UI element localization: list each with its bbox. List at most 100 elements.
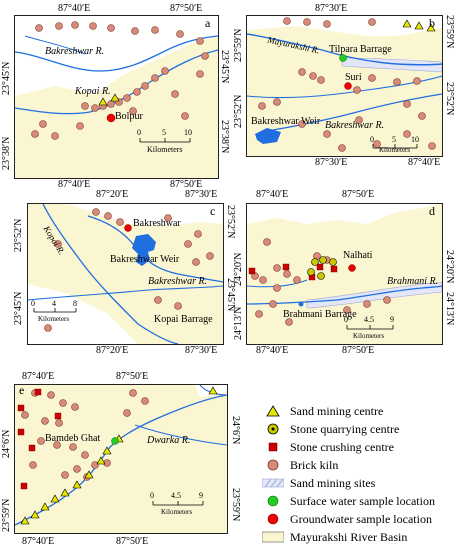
place-label: Kopai Barrage bbox=[154, 314, 213, 325]
scale-number: 10 bbox=[184, 128, 192, 137]
place-label: Nalhati bbox=[343, 250, 373, 261]
surface-water-sample bbox=[111, 437, 119, 445]
scale-bar bbox=[33, 308, 77, 313]
scale-number: 0 bbox=[137, 128, 141, 137]
circle-dot-icon bbox=[262, 422, 284, 436]
scale-unit: Kilometers bbox=[161, 508, 193, 516]
tick-right: 23°45′N bbox=[219, 50, 230, 84]
map-d-canvas bbox=[247, 204, 442, 344]
tick-left: 23°59′N bbox=[233, 28, 244, 62]
panel-letter: e bbox=[19, 384, 25, 397]
place-label: Bakreshwar R. bbox=[325, 120, 385, 131]
tick-top: 87°40′E bbox=[22, 371, 55, 382]
sand-mining-centres bbox=[402, 19, 436, 32]
tick-top: 87°30′E bbox=[185, 189, 218, 200]
scale-unit: Kilometers bbox=[379, 146, 411, 154]
scale-number: 9 bbox=[390, 315, 394, 324]
brick-kilns bbox=[258, 17, 436, 152]
legend-label: Sand mining centre bbox=[290, 404, 384, 418]
tick-right: 23°38′N bbox=[219, 120, 230, 154]
square-icon bbox=[262, 440, 284, 454]
tick-bottom: 87°20′E bbox=[96, 345, 129, 356]
groundwater-sample bbox=[344, 82, 352, 90]
tick-top: 87°50′E bbox=[170, 3, 203, 14]
river-bakreshwar bbox=[15, 35, 218, 72]
place-label: Brahmani Barrage bbox=[283, 309, 357, 320]
brick-kilns bbox=[44, 208, 214, 332]
panel-letter: c bbox=[210, 204, 216, 218]
tick-bottom: 87°40′E bbox=[256, 345, 289, 356]
bakreshwar-weir bbox=[132, 234, 156, 266]
legend-item: Stone quarrying centre bbox=[262, 420, 456, 438]
basin-area bbox=[28, 204, 223, 344]
scale-number: 4.5 bbox=[364, 315, 374, 324]
river-dwarka-main bbox=[15, 394, 227, 526]
legend-label: Brick kiln bbox=[290, 458, 339, 472]
map-panel-a: a Bakreshwar R. Kopai R. Bolpur 0 5 10 K… bbox=[14, 15, 219, 179]
scale-bar bbox=[152, 501, 204, 506]
tick-left: 23°45′N bbox=[13, 291, 24, 325]
panel-letter: a bbox=[205, 16, 211, 30]
tick-right: 24°13′N bbox=[444, 292, 455, 326]
sand-mining-centres bbox=[98, 93, 120, 106]
sand-site bbox=[306, 281, 442, 309]
scale-number: 0 bbox=[31, 299, 35, 308]
tick-left: 24°13′N bbox=[233, 306, 244, 340]
tick-bottom: 87°40′E bbox=[408, 157, 441, 168]
scale-bar bbox=[372, 144, 418, 149]
map-panel-b: b Mayurakshi R. Tilpara Barrage Suri Bak… bbox=[246, 15, 443, 157]
tick-bottom: 87°50′E bbox=[170, 179, 203, 190]
map-c-canvas bbox=[28, 204, 223, 344]
tick-top: 87°40′E bbox=[58, 3, 91, 14]
legend-label: Sand mining sites bbox=[290, 476, 376, 490]
map-panel-e: e Bamdeb Ghat Dwarka R. 0 4.5 9 Kilomete… bbox=[14, 384, 228, 534]
legend-item: Mayurakshi River Basin bbox=[262, 528, 456, 546]
scale-bar bbox=[346, 325, 394, 330]
tick-bottom: 87°40′E bbox=[22, 536, 55, 547]
place-label: Bakreshwar R. bbox=[45, 46, 105, 57]
tick-left: 23°52′N bbox=[233, 94, 244, 128]
place-label: Bakreshwar R. bbox=[148, 276, 208, 287]
tick-left: 23°52′N bbox=[13, 218, 24, 252]
tick-top: 87°50′E bbox=[342, 189, 375, 200]
scale-unit: Kilometers bbox=[38, 315, 70, 323]
place-label: Dwarka R. bbox=[147, 435, 191, 446]
rect-icon bbox=[262, 530, 284, 544]
surface-water-sample bbox=[339, 54, 347, 62]
tick-bottom: 87°30′E bbox=[315, 157, 348, 168]
map-panel-c: c Kopai R. Bakreshwar Bakreshwar Weir Ba… bbox=[27, 203, 224, 345]
scale-unit: Kilometers bbox=[353, 332, 385, 340]
place-label: Tilpara Barrage bbox=[329, 44, 392, 55]
tick-right: 23°52′N bbox=[225, 205, 236, 239]
scale-number: 0 bbox=[344, 315, 348, 324]
legend-label: Stone crushing centre bbox=[290, 440, 394, 454]
place-label: Bakreshwar Weir bbox=[110, 254, 180, 265]
legend-item: Groundwater sample location bbox=[262, 510, 456, 528]
tick-top: 87°50′E bbox=[116, 371, 149, 382]
scale-number: 9 bbox=[199, 491, 203, 500]
river-brahmani bbox=[247, 285, 442, 305]
tick-right: 23°59′N bbox=[444, 15, 455, 49]
stone-crushing-centres bbox=[17, 388, 62, 490]
place-label: Bamdeb Ghat bbox=[45, 433, 101, 444]
river-mayurakshi bbox=[247, 33, 442, 66]
tick-bottom: 87°50′E bbox=[116, 536, 149, 547]
circle-icon bbox=[262, 494, 284, 508]
legend-item: Stone crushing centre bbox=[262, 438, 456, 456]
brick-kilns bbox=[31, 21, 209, 140]
river-kopai bbox=[15, 49, 218, 115]
barrage-marker bbox=[298, 301, 304, 307]
river-bakreshwar bbox=[266, 93, 442, 132]
river-trib bbox=[24, 35, 86, 55]
tick-top: 87°20′E bbox=[96, 189, 129, 200]
brick-kilns bbox=[251, 238, 391, 326]
place-label: Kopai R. bbox=[75, 86, 111, 97]
panel-letter: b bbox=[429, 16, 435, 30]
tick-left: 24°6′N bbox=[1, 429, 12, 458]
legend-label: Mayurakshi River Basin bbox=[290, 530, 408, 544]
place-label: Bolpur bbox=[115, 111, 143, 122]
river-north bbox=[247, 279, 308, 288]
tick-left: 23°45′N bbox=[1, 61, 12, 95]
legend-item: Sand mining centre bbox=[262, 402, 456, 420]
groundwater-sample bbox=[124, 224, 132, 232]
